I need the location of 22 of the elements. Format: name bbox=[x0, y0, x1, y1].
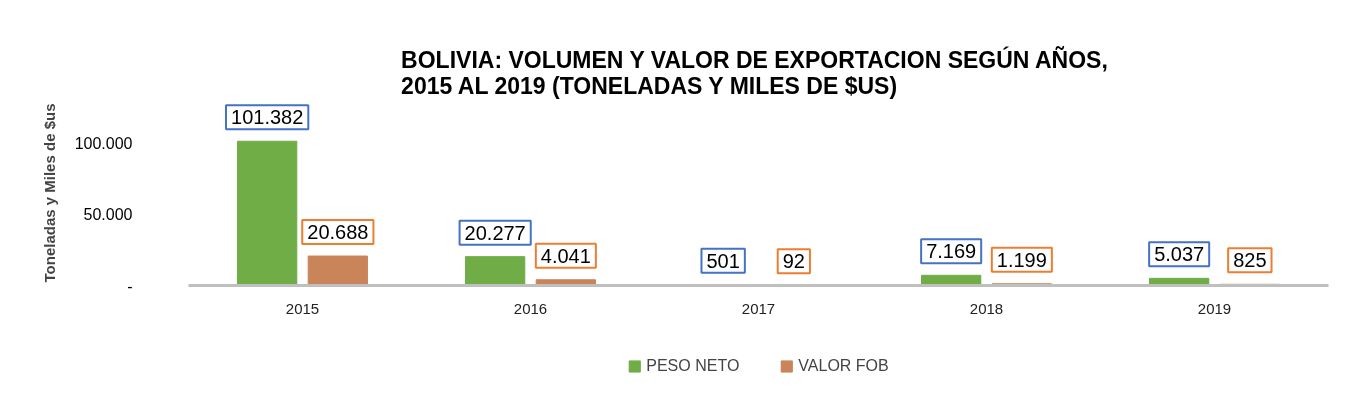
data-label: 20.688 bbox=[307, 221, 369, 244]
y-axis-title: Toneladas y Miles de $us bbox=[40, 103, 58, 283]
data-label: 4.041 bbox=[540, 244, 591, 267]
data-label: 7.169 bbox=[926, 240, 977, 263]
y-tick-label: 100.000 bbox=[74, 135, 133, 153]
y-tick-label: 50.000 bbox=[83, 206, 133, 224]
chart-title: BOLIVIA: VOLUMEN Y VALOR DE EXPORTACION SEGÚN AÑOS, 2015 AL 2019 (TONELADAS Y MILES DE $US) bbox=[401, 45, 1108, 99]
data-label: 501 bbox=[706, 249, 740, 272]
x-tick-label: 2015 bbox=[285, 299, 320, 317]
x-tick-label: 2017 bbox=[741, 299, 776, 317]
legend-label: VALOR FOB bbox=[798, 357, 889, 375]
x-tick-label: 2016 bbox=[513, 299, 548, 317]
x-tick-label: 2019 bbox=[1197, 299, 1232, 317]
data-label: 92 bbox=[782, 250, 805, 273]
data-label: 825 bbox=[1233, 249, 1267, 272]
y-tick-label: - bbox=[127, 277, 133, 295]
data-label: 101.382 bbox=[231, 106, 304, 129]
data-label: 5.037 bbox=[1154, 243, 1205, 266]
data-label: 20.277 bbox=[464, 221, 526, 244]
x-tick-label: 2018 bbox=[969, 299, 1004, 317]
data-label: 1.199 bbox=[996, 248, 1047, 271]
legend-label: PESO NETO bbox=[646, 357, 740, 375]
